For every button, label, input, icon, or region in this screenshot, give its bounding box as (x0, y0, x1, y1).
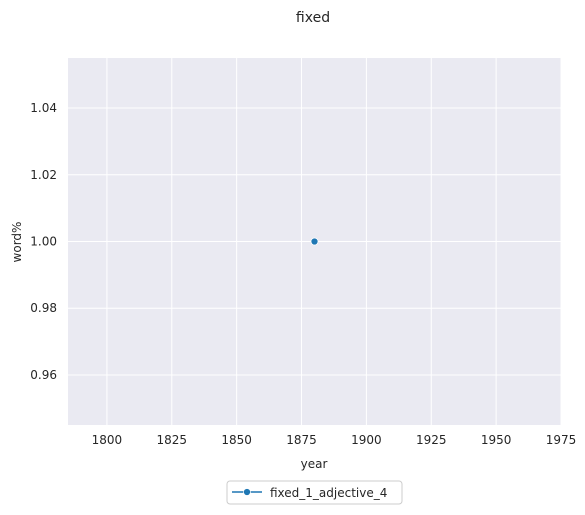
legend-label: fixed_1_adjective_4 (270, 486, 387, 500)
y-axis-label: word% (10, 222, 24, 263)
data-point (310, 237, 319, 246)
x-tick-label: 1950 (481, 433, 512, 447)
chart-title: fixed (296, 10, 330, 26)
y-tick-label: 0.98 (30, 301, 57, 315)
legend: fixed_1_adjective_4 (226, 480, 403, 505)
y-tick-label: 0.96 (30, 368, 57, 382)
x-tick-label: 1850 (221, 433, 252, 447)
x-tick-label: 1825 (157, 433, 188, 447)
series-layer (310, 237, 319, 246)
x-tick-label: 1925 (416, 433, 447, 447)
x-axis-ticks: 1800 1825 1850 1875 1900 1925 1950 1975 (92, 433, 577, 447)
legend-box (226, 480, 403, 505)
x-axis-label: year (301, 457, 328, 471)
y-tick-label: 1.04 (30, 101, 57, 115)
x-tick-label: 1800 (92, 433, 123, 447)
x-tick-label: 1975 (546, 433, 577, 447)
legend-dot-marker (243, 488, 251, 496)
y-tick-label: 1.00 (30, 235, 57, 249)
y-axis-ticks: 0.96 0.98 1.00 1.02 1.04 (30, 101, 57, 382)
y-tick-label: 1.02 (30, 168, 57, 182)
x-tick-label: 1900 (351, 433, 382, 447)
x-tick-label: 1875 (286, 433, 317, 447)
